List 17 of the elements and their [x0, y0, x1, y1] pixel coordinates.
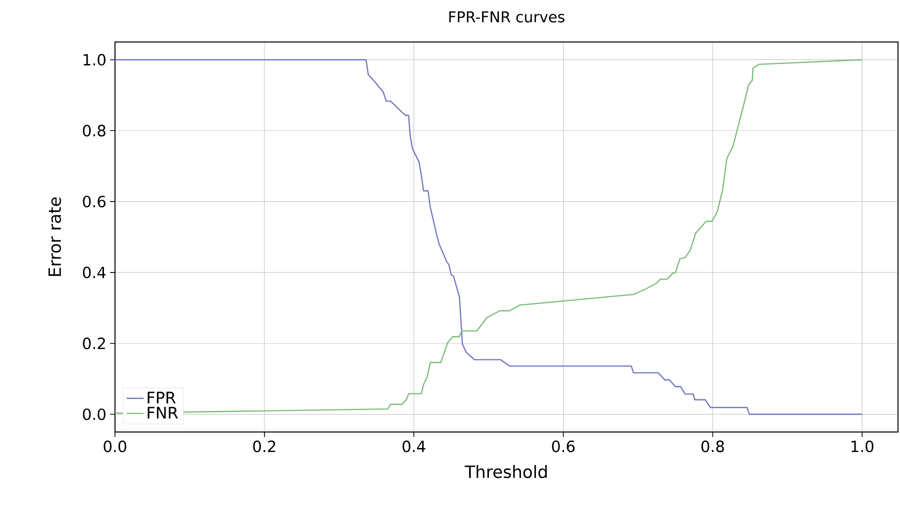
- x-tick-label: 0.8: [701, 440, 724, 452]
- x-tick-label: 0.6: [552, 440, 575, 452]
- y-tick-label: 0.0: [82, 408, 106, 420]
- y-tick-label: 0.2: [82, 338, 105, 350]
- x-tick-label: 0.4: [402, 440, 426, 452]
- x-tick-label: 0.0: [104, 440, 126, 452]
- x-axis-title: Threshold: [464, 465, 547, 478]
- y-tick-label: 1.0: [84, 54, 106, 66]
- legend-label: FNR: [148, 406, 178, 419]
- y-tick-label: 0.4: [82, 266, 106, 278]
- legend-label: FPR: [148, 392, 176, 404]
- chart-title: FPR-FNR curves: [449, 11, 564, 23]
- y-tick-label: 0.8: [82, 124, 106, 136]
- x-tick-label: 1.0: [852, 440, 874, 452]
- x-tick-label: 0.2: [253, 440, 276, 452]
- y-tick-label: 0.6: [82, 196, 106, 208]
- y-axis-title: Error rate: [48, 197, 62, 276]
